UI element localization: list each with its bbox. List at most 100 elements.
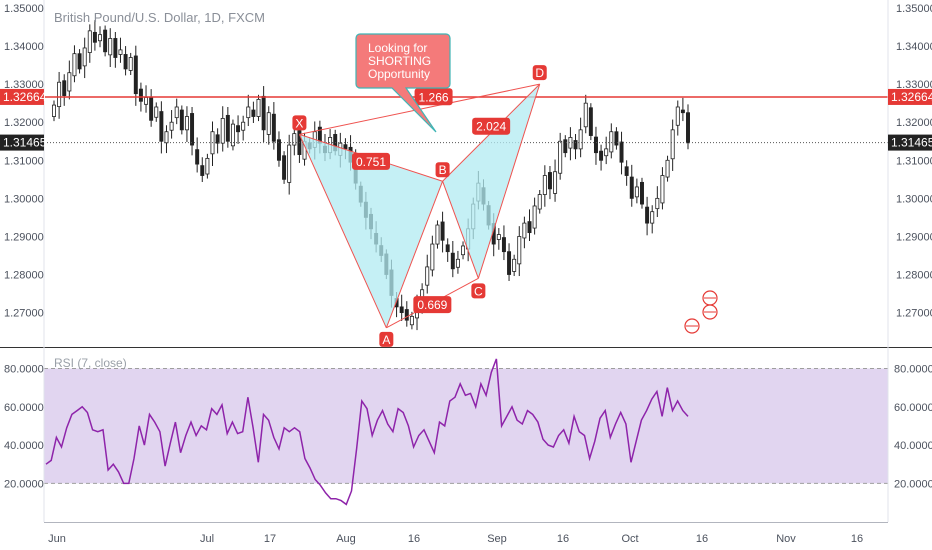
candle-body [98, 34, 103, 42]
price-ytick-right: 1.33000 [896, 79, 932, 91]
candle [404, 301, 409, 327]
candle [92, 20, 97, 51]
price-badge-right-text: 1.32664 [891, 90, 932, 104]
candle-body [537, 194, 542, 210]
candle-body [271, 113, 276, 142]
candle [128, 52, 133, 76]
candle-body [461, 245, 466, 256]
candle [634, 178, 639, 204]
candle [629, 164, 634, 207]
pattern-point-label: C [474, 284, 483, 298]
pattern-ratio-badge [414, 88, 453, 106]
candle-body [665, 159, 670, 178]
pattern-ratio-badge [352, 152, 390, 170]
candle [670, 119, 675, 171]
price-ytick-right: 1.35000 [896, 3, 932, 15]
price-ytick-right: 1.32000 [896, 117, 932, 129]
candle-body [251, 109, 256, 117]
callout-line: Opportunity [368, 67, 430, 81]
candle-body [220, 118, 225, 144]
candle [225, 106, 230, 148]
candle-body [430, 243, 435, 271]
candle-body [169, 121, 174, 131]
time-axis-label: 16 [557, 533, 569, 545]
price-badge-left [0, 88, 44, 105]
candle-body [527, 221, 532, 234]
pattern-point-badge [471, 283, 486, 299]
candle-body [287, 144, 292, 183]
candle-body [578, 129, 583, 150]
pattern-triangle-xab [299, 134, 443, 328]
pattern-leg [442, 181, 479, 279]
price-ytick-left: 1.32000 [4, 117, 44, 129]
candle-body [184, 116, 189, 131]
candle-body [553, 171, 558, 194]
candle [230, 119, 235, 151]
candle [578, 117, 583, 158]
price-ytick-left: 1.29000 [4, 231, 44, 243]
candle-body [261, 95, 266, 131]
candle-body [159, 111, 164, 142]
candle-body [614, 131, 619, 146]
candle [583, 94, 588, 134]
pattern-point-badge [379, 331, 394, 347]
candle [205, 153, 210, 179]
candle [241, 115, 246, 141]
pattern-ratio-badge [413, 296, 452, 314]
price-ytick-left: 1.34000 [4, 41, 44, 53]
rsi-ytick-right: 40.0000 [894, 440, 932, 452]
candle-body [246, 106, 251, 119]
candle [118, 37, 123, 63]
candle [174, 98, 179, 125]
candle-body [599, 150, 604, 161]
candle [200, 157, 205, 182]
candle [271, 102, 276, 150]
callout-line: SHORTING [368, 54, 431, 68]
candle-body [675, 106, 680, 126]
candle-body [128, 57, 133, 71]
candle [57, 71, 62, 119]
candle-body [583, 102, 588, 128]
price-ytick-right: 1.34000 [896, 41, 932, 53]
candle [660, 167, 665, 210]
candle [440, 211, 445, 253]
candle [624, 160, 629, 186]
candle [588, 103, 593, 141]
pattern-point-label: D [535, 66, 544, 80]
candle-body [507, 251, 512, 275]
candle-body [87, 30, 92, 53]
candle-body [604, 148, 609, 157]
candle [123, 46, 128, 76]
candle-body [660, 175, 665, 204]
flag-badges [684, 290, 718, 334]
rsi-ytick-right: 20.0000 [894, 478, 932, 490]
candle-body [568, 137, 573, 149]
candle [236, 115, 241, 144]
candle-body [205, 157, 210, 175]
candle [246, 94, 251, 127]
candle [430, 235, 435, 277]
candle-body [241, 121, 246, 131]
candle [184, 106, 189, 143]
candle [686, 104, 690, 150]
candle [409, 311, 414, 330]
price-panel[interactable]: X A B C D 0.751 0.669 1.266 2.024 Looking forSHOR… [44, 0, 888, 347]
candle-body [629, 176, 634, 199]
candle [537, 189, 542, 214]
rsi-panel[interactable] [44, 349, 888, 522]
candle-body [67, 72, 72, 92]
harmonic-pattern: X A B C D 0.751 0.669 1.266 2.024 [292, 65, 547, 347]
candle-body [266, 112, 271, 135]
rsi-ytick-right: 80.0000 [894, 363, 932, 375]
candle [563, 135, 568, 158]
candle [527, 209, 532, 242]
candle [87, 24, 92, 63]
candle [522, 216, 527, 249]
candle-body [512, 258, 517, 272]
candle [445, 238, 450, 262]
candle-body [573, 140, 578, 150]
price-ytick-left: 1.35000 [4, 3, 44, 15]
candle-body [532, 205, 537, 229]
